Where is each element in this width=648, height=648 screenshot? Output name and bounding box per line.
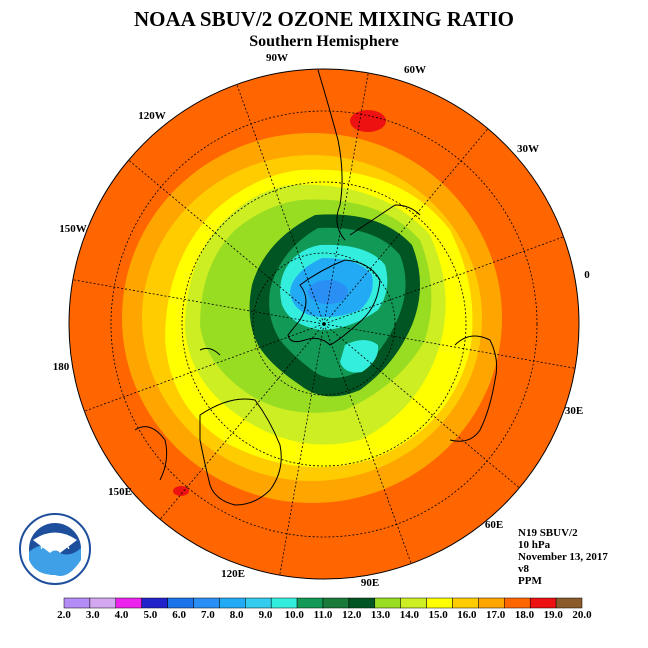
meridian-line [72,279,325,325]
lon-label-90e: 90E [361,577,379,589]
band-10-lobe [340,340,379,373]
colorbar-tick-label: 2.0 [57,609,71,621]
lon-label-60e: 60E [485,519,503,531]
colorbar-tick-label: 8.0 [230,609,244,621]
colorbar-tick-label: 18.0 [515,609,535,621]
colorbar-tick-label: 16.0 [457,609,477,621]
band-19-spot-west [173,486,189,496]
colorbar-swatch [193,597,220,609]
coastlines [134,69,498,506]
info-block: N19 SBUV/2 10 hPa November 13, 2017 v8 P… [518,527,608,587]
colorbar-swatch [296,597,324,609]
meridian-lines [72,72,576,576]
info-version: v8 [518,563,530,575]
info-satellite: N19 SBUV/2 [518,527,578,539]
lon-label-120e: 120E [221,568,245,580]
meridian-line [279,323,325,576]
map-title: NOAA SBUV/2 OZONE MIXING RATIO [134,7,514,31]
colorbar-tick-label: 19.0 [544,609,564,621]
colorbar [63,597,583,609]
colorbar-tick-label: 10.0 [285,609,305,621]
colorbar-swatch [478,597,505,609]
lon-label-150e: 150E [108,486,132,498]
lon-label-30e: 30E [565,405,583,417]
colorbar-swatch [555,597,583,609]
lon-label-30w: 30W [517,143,539,155]
polar-map [69,69,579,579]
colorbar-swatch [529,597,557,609]
lon-label-150w: 150W [59,223,87,235]
meridian-line [236,84,325,325]
colorbar-swatch [115,597,142,609]
meridian-line [323,323,576,369]
lon-label-180: 180 [53,361,70,373]
meridian-line [323,323,520,489]
info-level: 10 hPa [518,539,551,551]
colorbar-swatch [245,597,272,609]
colorbar-swatch [141,597,168,609]
colorbar-swatch [426,597,453,609]
meridian-line [84,323,325,412]
colorbar-tick-label: 14.0 [400,609,420,621]
meridian-line [323,236,564,325]
lon-label-90w: 90W [266,52,288,64]
band-19-spot-north [350,110,386,132]
meridian-line [323,128,489,325]
colorbar-swatch [348,597,376,609]
meridian-line [323,72,369,325]
lon-label-120w: 120W [138,110,166,122]
meridian-line [128,159,325,325]
map-border [68,68,580,580]
colorbar-tick-label: 9.0 [259,609,273,621]
info-units: PPM [518,575,542,587]
colorbar-swatch [167,597,194,609]
lon-label-60w: 60W [404,64,426,76]
noaa-logo-text: NOAA [40,541,69,552]
colorbar-swatch [322,597,350,609]
colorbar-tick-label: 11.0 [314,609,333,621]
colorbar-swatch [400,597,427,609]
colorbar-swatch [89,597,117,609]
info-date: November 13, 2017 [518,551,608,563]
colorbar-tick-label: 15.0 [428,609,448,621]
colorbar-swatch [63,597,91,609]
noaa-logo: NOAA [19,513,91,585]
colorbar-tick-label: 5.0 [143,609,157,621]
colorbar-swatch [452,597,479,609]
colorbar-swatch [270,597,298,609]
colorbar-tick-label: 4.0 [115,609,129,621]
lon-label-0: 0 [584,269,590,281]
meridian-line [159,323,325,520]
colorbar-tick-label: 12.0 [342,609,362,621]
colorbar-tick-label: 6.0 [172,609,186,621]
colorbar-swatch [374,597,401,609]
colorbar-tick-label: 20.0 [572,609,592,621]
colorbar-tick-label: 13.0 [371,609,391,621]
band-8-core [308,280,348,304]
colorbar-tick-label: 17.0 [486,609,506,621]
colorbar-tick-label: 3.0 [86,609,100,621]
colorbar-tick-label: 7.0 [201,609,215,621]
meridian-line [323,323,412,564]
map-subtitle: Southern Hemisphere [249,33,398,50]
latitude-circles [110,110,538,538]
colorbar-swatch [504,597,531,609]
colorbar-swatch [219,597,246,609]
colorbar-labels: 2.0 3.0 4.0 5.0 6.0 7.0 8.0 9.0 10.0 11.0 12.0 13.0… [57,609,592,621]
longitude-labels: 90W 60W 120W 30W 150W 0 180 30E 150E 60E… [53,52,591,589]
